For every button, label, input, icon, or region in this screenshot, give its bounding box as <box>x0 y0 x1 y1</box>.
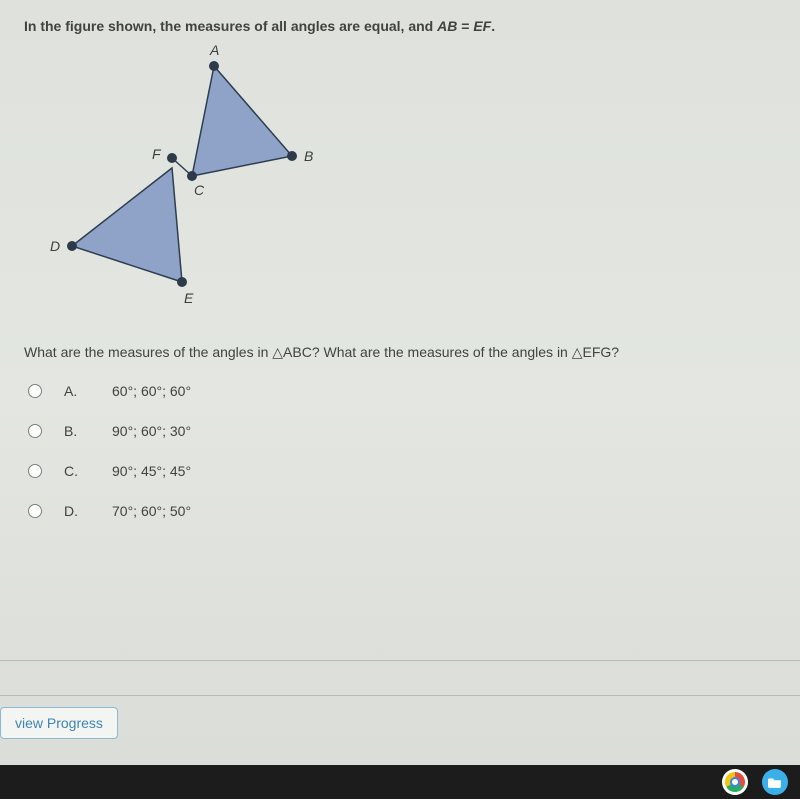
figure: A B C F E D <box>24 44 354 324</box>
vertex-e <box>177 277 187 287</box>
folder-glyph-icon <box>768 776 782 788</box>
q-mid: ? What are the measures of the angles in <box>312 344 572 360</box>
option-letter: A. <box>64 383 90 399</box>
divider <box>0 660 800 661</box>
vertex-a <box>209 61 219 71</box>
option-b[interactable]: B. 90°; 60°; 30° <box>28 423 800 439</box>
radio-icon[interactable] <box>28 464 42 478</box>
prompt-text: In the figure shown, the measures of all… <box>24 18 437 34</box>
question-prompt: In the figure shown, the measures of all… <box>24 18 800 34</box>
triangles-svg <box>24 44 354 324</box>
label-f: F <box>152 146 161 162</box>
vertex-c <box>187 171 197 181</box>
prompt-ab: AB <box>437 18 457 34</box>
option-text: 90°; 45°; 45° <box>112 463 191 479</box>
question-text: What are the measures of the angles in △… <box>24 344 800 361</box>
option-letter: B. <box>64 423 90 439</box>
q-efg: △EFG <box>572 344 612 360</box>
option-letter: C. <box>64 463 90 479</box>
vertex-f <box>167 153 177 163</box>
vertex-b <box>287 151 297 161</box>
quiz-page: In the figure shown, the measures of all… <box>0 0 800 799</box>
vertex-d <box>67 241 77 251</box>
label-d: D <box>50 238 60 254</box>
triangle-def <box>72 168 182 282</box>
label-a: A <box>210 42 219 58</box>
divider <box>0 695 800 696</box>
prompt-eq: = <box>457 18 473 34</box>
option-text: 90°; 60°; 30° <box>112 423 191 439</box>
label-e: E <box>184 290 193 306</box>
files-icon[interactable] <box>762 769 788 795</box>
label-b: B <box>304 148 313 164</box>
option-a[interactable]: A. 60°; 60°; 60° <box>28 383 800 399</box>
option-letter: D. <box>64 503 90 519</box>
radio-icon[interactable] <box>28 384 42 398</box>
q-abc: △ABC <box>272 344 312 360</box>
radio-icon[interactable] <box>28 504 42 518</box>
option-text: 70°; 60°; 50° <box>112 503 191 519</box>
option-text: 60°; 60°; 60° <box>112 383 191 399</box>
q-suffix: ? <box>611 344 619 360</box>
prompt-dot: . <box>491 18 495 34</box>
radio-icon[interactable] <box>28 424 42 438</box>
options-list: A. 60°; 60°; 60° B. 90°; 60°; 30° C. 90°… <box>28 383 800 519</box>
option-d[interactable]: D. 70°; 60°; 50° <box>28 503 800 519</box>
label-c: C <box>194 182 204 198</box>
option-c[interactable]: C. 90°; 45°; 45° <box>28 463 800 479</box>
q-prefix: What are the measures of the angles in <box>24 344 272 360</box>
chrome-icon[interactable] <box>722 769 748 795</box>
triangle-abc <box>192 66 292 176</box>
prompt-ef: EF <box>473 18 491 34</box>
view-progress-button[interactable]: view Progress <box>0 707 118 739</box>
taskbar <box>0 765 800 799</box>
